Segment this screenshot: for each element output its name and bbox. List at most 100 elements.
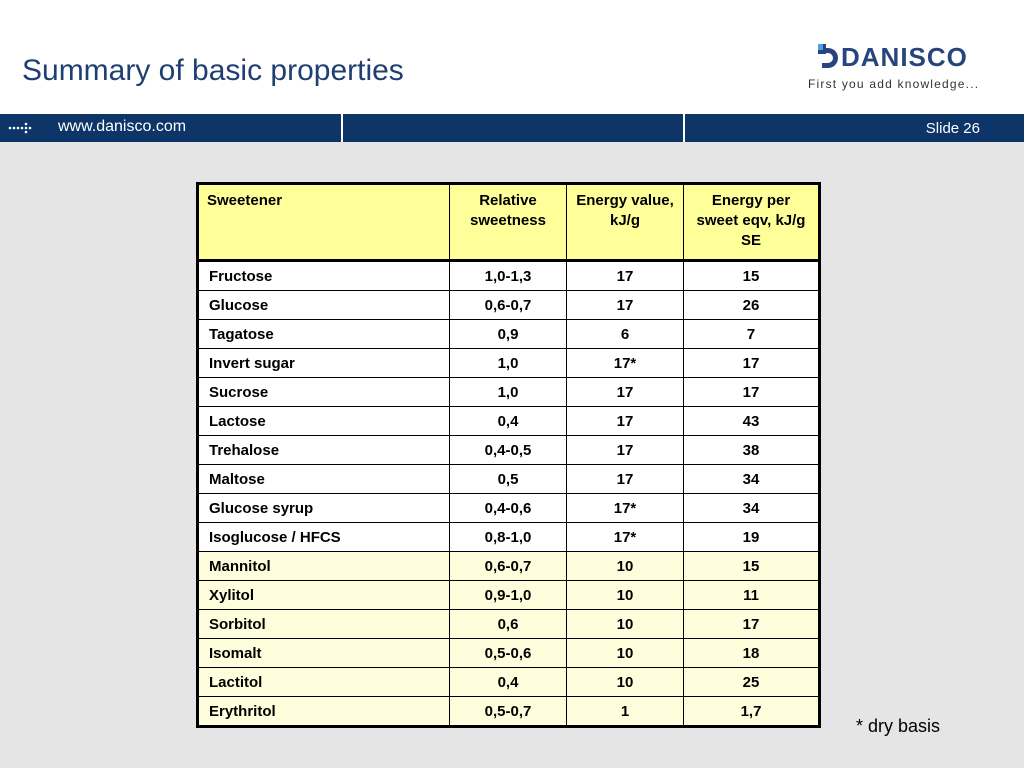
cell-energy-per-sweet-eqv: 11	[683, 580, 820, 610]
cell-energy-value: 17*	[566, 348, 684, 378]
cell-energy-value: 10	[566, 580, 684, 610]
table-row: Fructose 1,0-1,3 17 15	[197, 260, 820, 291]
cell-energy-per-sweet-eqv: 43	[683, 406, 820, 436]
cell-energy-value: 17	[566, 260, 684, 291]
cell-relative-sweetness: 0,6	[449, 609, 567, 639]
cell-relative-sweetness: 0,8-1,0	[449, 522, 567, 552]
cell-energy-value: 10	[566, 667, 684, 697]
cell-sweetener: Sucrose	[197, 377, 450, 407]
cell-relative-sweetness: 0,6-0,7	[449, 290, 567, 320]
slide-number: Slide 26	[925, 120, 980, 137]
table-row: Sorbitol 0,6 10 17	[197, 609, 820, 639]
cell-relative-sweetness: 0,4	[449, 667, 567, 697]
table-row: Isoglucose / HFCS 0,8-1,0 17* 19	[197, 522, 820, 552]
table-row: Tagatose 0,9 6 7	[197, 319, 820, 349]
dotted-arrow-icon	[8, 122, 32, 134]
cell-energy-per-sweet-eqv: 17	[683, 348, 820, 378]
table-row: Maltose 0,5 17 34	[197, 464, 820, 494]
table-row: Lactose 0,4 17 43	[197, 406, 820, 436]
table-row: Glucose syrup 0,4-0,6 17* 34	[197, 493, 820, 523]
cell-sweetener: Sorbitol	[197, 609, 450, 639]
cell-sweetener: Erythritol	[197, 696, 450, 727]
cell-sweetener: Fructose	[197, 260, 450, 291]
slide-header-bar: www.danisco.com Slide 26	[0, 114, 1024, 142]
cell-relative-sweetness: 0,6-0,7	[449, 551, 567, 581]
cell-energy-per-sweet-eqv: 19	[683, 522, 820, 552]
cell-energy-per-sweet-eqv: 15	[683, 260, 820, 291]
cell-sweetener: Glucose	[197, 290, 450, 320]
table-row: Trehalose 0,4-0,5 17 38	[197, 435, 820, 465]
cell-relative-sweetness: 0,5	[449, 464, 567, 494]
logo-wordmark: DANISCO	[841, 42, 968, 72]
cell-sweetener: Mannitol	[197, 551, 450, 581]
page-title: Summary of basic properties	[22, 54, 404, 87]
cell-energy-per-sweet-eqv: 17	[683, 609, 820, 639]
cell-energy-value: 17	[566, 377, 684, 407]
cell-relative-sweetness: 0,5-0,7	[449, 696, 567, 727]
cell-relative-sweetness: 0,4-0,6	[449, 493, 567, 523]
cell-relative-sweetness: 1,0	[449, 348, 567, 378]
cell-sweetener: Trehalose	[197, 435, 450, 465]
cell-relative-sweetness: 1,0	[449, 377, 567, 407]
danisco-logo: DANISCO First you add knowledge...	[808, 42, 998, 94]
cell-sweetener: Isomalt	[197, 638, 450, 668]
table-row: Xylitol 0,9-1,0 10 11	[197, 580, 820, 610]
cell-sweetener: Invert sugar	[197, 348, 450, 378]
cell-relative-sweetness: 0,4	[449, 406, 567, 436]
cell-relative-sweetness: 0,9	[449, 319, 567, 349]
bar-divider	[683, 114, 685, 142]
table-row: Erythritol 0,5-0,7 1 1,7	[197, 696, 820, 727]
cell-relative-sweetness: 0,4-0,5	[449, 435, 567, 465]
column-header-energy-value: Energy value, kJ/g	[566, 183, 684, 262]
column-header-relative-sweetness: Relative sweetness	[449, 183, 567, 262]
slide-body: Sweetener Relative sweetness Energy valu…	[0, 142, 1024, 768]
cell-energy-per-sweet-eqv: 34	[683, 464, 820, 494]
cell-energy-per-sweet-eqv: 25	[683, 667, 820, 697]
cell-sweetener: Lactose	[197, 406, 450, 436]
cell-sweetener: Glucose syrup	[197, 493, 450, 523]
sweetener-properties-table: Sweetener Relative sweetness Energy valu…	[196, 182, 821, 728]
cell-energy-value: 17	[566, 435, 684, 465]
cell-relative-sweetness: 0,9-1,0	[449, 580, 567, 610]
cell-relative-sweetness: 1,0-1,3	[449, 260, 567, 291]
cell-sweetener: Isoglucose / HFCS	[197, 522, 450, 552]
cell-energy-value: 6	[566, 319, 684, 349]
column-header-energy-per-sweet-eqv: Energy per sweet eqv, kJ/g SE	[683, 183, 820, 262]
cell-energy-value: 17	[566, 464, 684, 494]
cell-energy-value: 17	[566, 290, 684, 320]
cell-energy-value: 10	[566, 551, 684, 581]
cell-energy-per-sweet-eqv: 1,7	[683, 696, 820, 727]
cell-energy-per-sweet-eqv: 7	[683, 319, 820, 349]
cell-sweetener: Lactitol	[197, 667, 450, 697]
cell-energy-value: 17	[566, 406, 684, 436]
table-row: Lactitol 0,4 10 25	[197, 667, 820, 697]
logo-tagline: First you add knowledge...	[808, 77, 980, 91]
footnote: * dry basis	[856, 716, 941, 736]
website-link[interactable]: www.danisco.com	[58, 118, 187, 135]
cell-energy-value: 10	[566, 609, 684, 639]
cell-energy-value: 1	[566, 696, 684, 727]
table-row: Glucose 0,6-0,7 17 26	[197, 290, 820, 320]
cell-energy-per-sweet-eqv: 17	[683, 377, 820, 407]
cell-energy-value: 17*	[566, 493, 684, 523]
cell-energy-per-sweet-eqv: 18	[683, 638, 820, 668]
bar-divider	[341, 114, 343, 142]
cell-energy-per-sweet-eqv: 34	[683, 493, 820, 523]
table-row: Isomalt 0,5-0,6 10 18	[197, 638, 820, 668]
cell-sweetener: Maltose	[197, 464, 450, 494]
table-header-row: Sweetener Relative sweetness Energy valu…	[197, 183, 820, 262]
column-header-sweetener: Sweetener	[197, 183, 450, 262]
cell-energy-per-sweet-eqv: 38	[683, 435, 820, 465]
cell-energy-value: 10	[566, 638, 684, 668]
table-row: Invert sugar 1,0 17* 17	[197, 348, 820, 378]
cell-sweetener: Tagatose	[197, 319, 450, 349]
cell-energy-value: 17*	[566, 522, 684, 552]
cell-energy-per-sweet-eqv: 15	[683, 551, 820, 581]
table-row: Sucrose 1,0 17 17	[197, 377, 820, 407]
cell-energy-per-sweet-eqv: 26	[683, 290, 820, 320]
danisco-logo-mark-icon	[818, 44, 838, 68]
table-row: Mannitol 0,6-0,7 10 15	[197, 551, 820, 581]
table-body: Fructose 1,0-1,3 17 15 Glucose 0,6-0,7 17 26 Tag…	[197, 260, 820, 727]
cell-sweetener: Xylitol	[197, 580, 450, 610]
cell-relative-sweetness: 0,5-0,6	[449, 638, 567, 668]
